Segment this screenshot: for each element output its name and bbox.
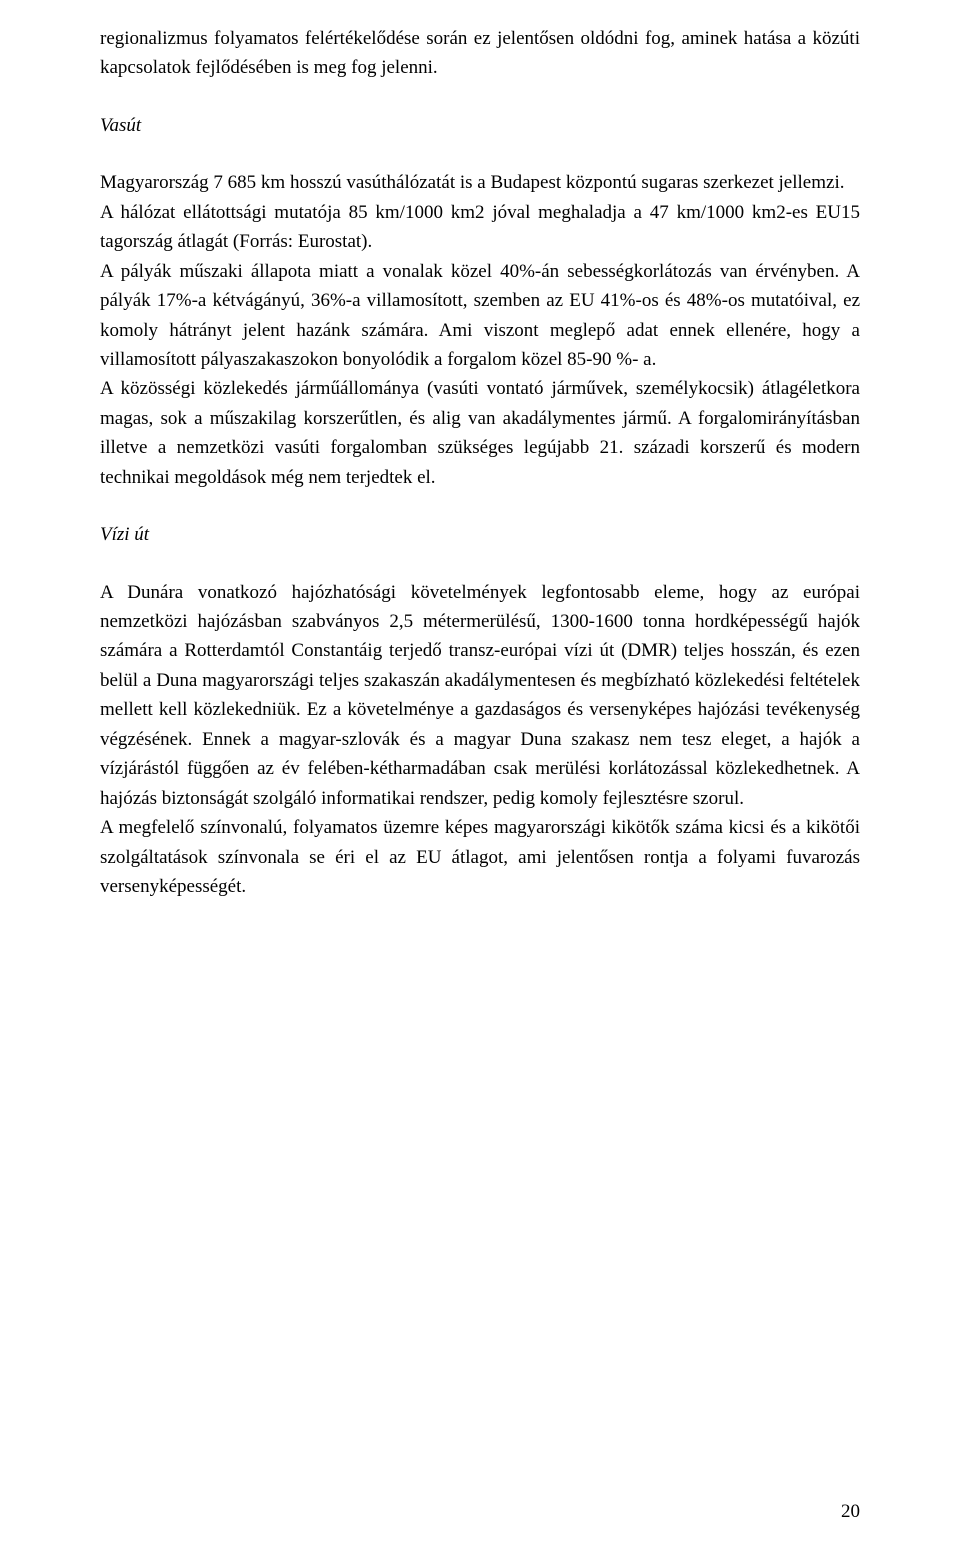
paragraph-viziut-1: A Dunára vonatkozó hajózhatósági követel…	[100, 578, 860, 814]
heading-vasut: Vasút	[100, 111, 860, 140]
page-number: 20	[841, 1497, 860, 1526]
paragraph-viziut-2: A megfelelő színvonalú, folyamatos üzemr…	[100, 813, 860, 901]
paragraph-intro: regionalizmus folyamatos felértékelődése…	[100, 24, 860, 83]
spacer	[100, 83, 860, 111]
heading-viziut: Vízi út	[100, 520, 860, 549]
spacer	[100, 492, 860, 520]
paragraph-vasut-4: A közösségi közlekedés járműállománya (v…	[100, 374, 860, 492]
paragraph-vasut-2: A hálózat ellátottsági mutatója 85 km/10…	[100, 198, 860, 257]
document-page: regionalizmus folyamatos felértékelődése…	[0, 0, 960, 1554]
spacer	[100, 140, 860, 168]
spacer	[100, 550, 860, 578]
paragraph-vasut-1: Magyarország 7 685 km hosszú vasúthálóza…	[100, 168, 860, 197]
paragraph-vasut-3: A pályák műszaki állapota miatt a vonala…	[100, 257, 860, 375]
